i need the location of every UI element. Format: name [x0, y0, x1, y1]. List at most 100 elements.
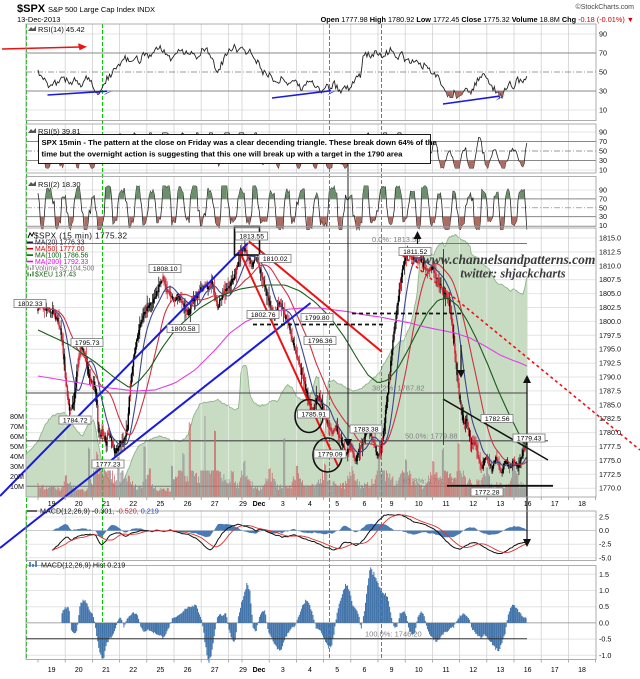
svg-text:10M: 10M	[10, 482, 24, 491]
svg-text:6: 6	[362, 667, 366, 674]
svg-text:1772.28: 1772.28	[475, 490, 500, 497]
svg-text:18: 18	[578, 501, 586, 508]
svg-text:17: 17	[551, 501, 559, 508]
svg-text:©StockCharts.com: ©StockCharts.com	[576, 3, 635, 11]
svg-text:1802.5: 1802.5	[599, 303, 621, 312]
svg-text:12: 12	[469, 501, 477, 508]
svg-text:30M: 30M	[10, 462, 24, 471]
svg-text:19: 19	[48, 667, 56, 674]
svg-text:22: 22	[129, 501, 137, 508]
svg-text:27: 27	[211, 501, 219, 508]
svg-text:0.0: 0.0	[599, 618, 609, 627]
svg-text:100.0%: 1746.20: 100.0%: 1746.20	[365, 630, 422, 639]
svg-text:1779.09: 1779.09	[318, 452, 343, 459]
svg-text:1795.73: 1795.73	[75, 340, 100, 347]
svg-text:5: 5	[335, 501, 339, 508]
svg-text:-0.5: -0.5	[599, 635, 611, 644]
svg-text:16: 16	[524, 667, 532, 674]
svg-text:50: 50	[599, 68, 607, 77]
svg-text:twitter: shjackcharts: twitter: shjackcharts	[460, 267, 565, 281]
svg-text:70M: 70M	[10, 422, 24, 431]
svg-text:Dec: Dec	[253, 667, 266, 674]
svg-text:SPX 15min - The pattern at the: SPX 15min - The pattern at the close on …	[42, 138, 438, 147]
svg-text:29: 29	[239, 501, 247, 508]
svg-text:90: 90	[599, 30, 607, 39]
svg-text:26: 26	[184, 667, 192, 674]
svg-text:RSI(2) 18.30: RSI(2) 18.30	[38, 180, 81, 189]
svg-text:10: 10	[599, 106, 607, 115]
svg-text:1800.58: 1800.58	[171, 326, 196, 333]
svg-text:13: 13	[497, 501, 505, 508]
svg-text:90: 90	[599, 186, 607, 195]
svg-text:1.5: 1.5	[599, 570, 609, 579]
svg-text:time but the overnight action: time but the overnight action is suggest…	[42, 150, 404, 159]
svg-text:4: 4	[308, 667, 312, 674]
svg-text:www.channelsandpatterns.com: www.channelsandpatterns.com	[423, 252, 596, 267]
svg-text:27: 27	[211, 667, 219, 674]
svg-text:30: 30	[599, 156, 607, 165]
svg-text:50.0%: 1779.88: 50.0%: 1779.88	[405, 432, 458, 441]
svg-text:0.0%: 1813.55: 0.0%: 1813.55	[372, 235, 420, 244]
svg-text:MA(50) 1777.00: MA(50) 1777.00	[35, 246, 85, 253]
svg-text:RSI(5) 39.81: RSI(5) 39.81	[38, 127, 81, 136]
svg-text:1775.0: 1775.0	[599, 456, 621, 465]
svg-text:-2.5: -2.5	[599, 540, 611, 549]
svg-text:25: 25	[157, 501, 165, 508]
svg-text:MA(200) 1792.33: MA(200) 1792.33	[35, 259, 88, 266]
svg-text:0.0: 0.0	[599, 526, 609, 535]
svg-text:1811.52: 1811.52	[403, 249, 427, 256]
svg-text:$SPX: $SPX	[17, 3, 46, 15]
svg-text:10: 10	[415, 667, 423, 674]
svg-text:1777.23: 1777.23	[96, 462, 121, 469]
svg-text:11: 11	[442, 501, 449, 508]
svg-text:16: 16	[524, 501, 532, 508]
svg-text:1812.5: 1812.5	[599, 247, 621, 256]
svg-text:10: 10	[599, 221, 607, 230]
svg-text:-1.0: -1.0	[599, 651, 611, 660]
svg-text:1770.0: 1770.0	[599, 484, 621, 493]
svg-text:1785.0: 1785.0	[599, 400, 621, 409]
svg-text:1802.76: 1802.76	[251, 312, 276, 319]
svg-text:0.5: 0.5	[599, 602, 609, 611]
svg-text:70: 70	[599, 194, 607, 203]
svg-text:1779.43: 1779.43	[517, 436, 542, 443]
svg-text:13: 13	[497, 667, 505, 674]
svg-text:2.5: 2.5	[599, 513, 609, 522]
svg-text:3: 3	[281, 667, 285, 674]
svg-text:80M: 80M	[10, 412, 24, 421]
svg-text:40M: 40M	[10, 452, 24, 461]
svg-text:10: 10	[599, 166, 607, 175]
svg-text:Open 1777.98 High 1780.92 Low: Open 1777.98 High 1780.92 Low 1772.45 Cl…	[321, 15, 634, 24]
svg-text:1795.0: 1795.0	[599, 345, 621, 354]
svg-text:1805.0: 1805.0	[599, 289, 621, 298]
svg-text:1810.02: 1810.02	[263, 256, 288, 263]
svg-text:10: 10	[415, 501, 423, 508]
svg-text:5: 5	[335, 667, 339, 674]
svg-text:19: 19	[48, 501, 56, 508]
svg-text:S&P 500 Large Cap Index INDX: S&P 500 Large Cap Index INDX	[48, 5, 155, 14]
svg-text:60M: 60M	[10, 432, 24, 441]
svg-text:18: 18	[578, 667, 586, 674]
svg-text:1780.0: 1780.0	[599, 428, 621, 437]
svg-text:1790.0: 1790.0	[599, 373, 621, 382]
svg-text:11: 11	[442, 667, 449, 674]
svg-text:61.8%: 1771.93: 61.8%: 1771.93	[403, 477, 456, 486]
svg-text:1797.5: 1797.5	[599, 331, 621, 340]
svg-text:MA(20) 1776.33: MA(20) 1776.33	[35, 240, 85, 247]
svg-text:9: 9	[390, 667, 394, 674]
svg-text:26: 26	[184, 501, 192, 508]
svg-text:70: 70	[599, 137, 607, 146]
svg-text:1813.55: 1813.55	[239, 234, 264, 241]
svg-text:1.0: 1.0	[599, 586, 609, 595]
svg-text:1785.91: 1785.91	[301, 412, 326, 419]
svg-text:29: 29	[239, 667, 247, 674]
svg-text:20: 20	[75, 501, 83, 508]
svg-text:1782.56: 1782.56	[485, 416, 510, 423]
svg-text:6: 6	[362, 501, 366, 508]
svg-text:25: 25	[157, 667, 165, 674]
svg-text:MACD(12,26,9) Hist 0.219: MACD(12,26,9) Hist 0.219	[41, 561, 125, 570]
svg-text:13-Dec-2013: 13-Dec-2013	[17, 15, 60, 24]
svg-text:1815.0: 1815.0	[599, 234, 621, 243]
svg-text:1787.5: 1787.5	[599, 386, 621, 395]
svg-text:RSI(14) 45.42: RSI(14) 45.42	[38, 25, 85, 34]
